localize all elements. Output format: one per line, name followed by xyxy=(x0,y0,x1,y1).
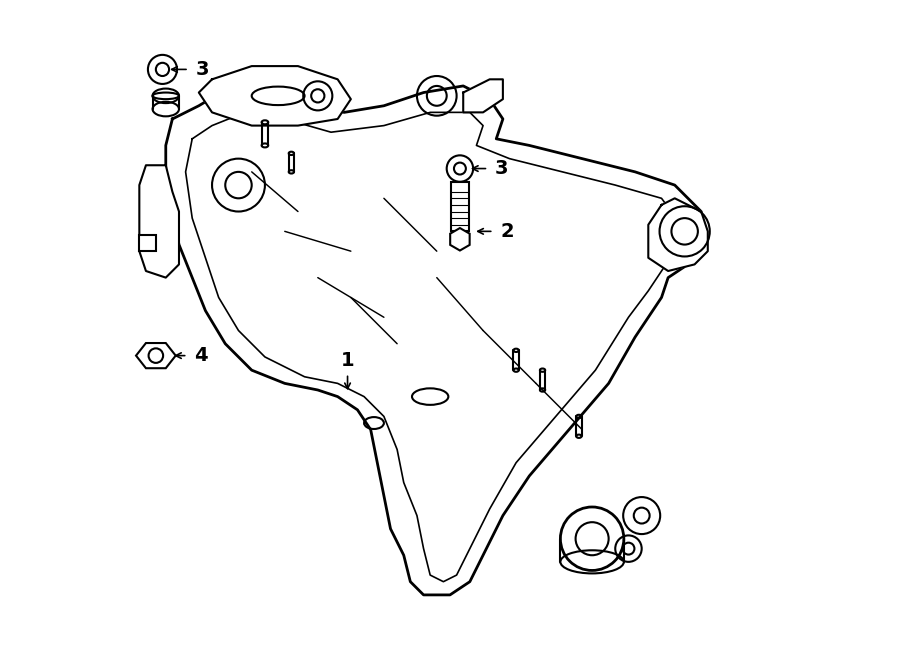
Polygon shape xyxy=(136,343,176,368)
Polygon shape xyxy=(140,165,179,278)
Text: 1: 1 xyxy=(341,351,355,370)
Polygon shape xyxy=(166,86,701,595)
Text: 2: 2 xyxy=(500,222,514,241)
Polygon shape xyxy=(450,228,470,251)
Polygon shape xyxy=(451,182,469,231)
Polygon shape xyxy=(199,66,351,126)
Polygon shape xyxy=(464,79,503,112)
Text: 3: 3 xyxy=(495,159,508,178)
Text: 3: 3 xyxy=(195,60,209,79)
Polygon shape xyxy=(648,198,707,271)
Bar xyxy=(140,235,156,251)
Text: 4: 4 xyxy=(194,346,208,365)
